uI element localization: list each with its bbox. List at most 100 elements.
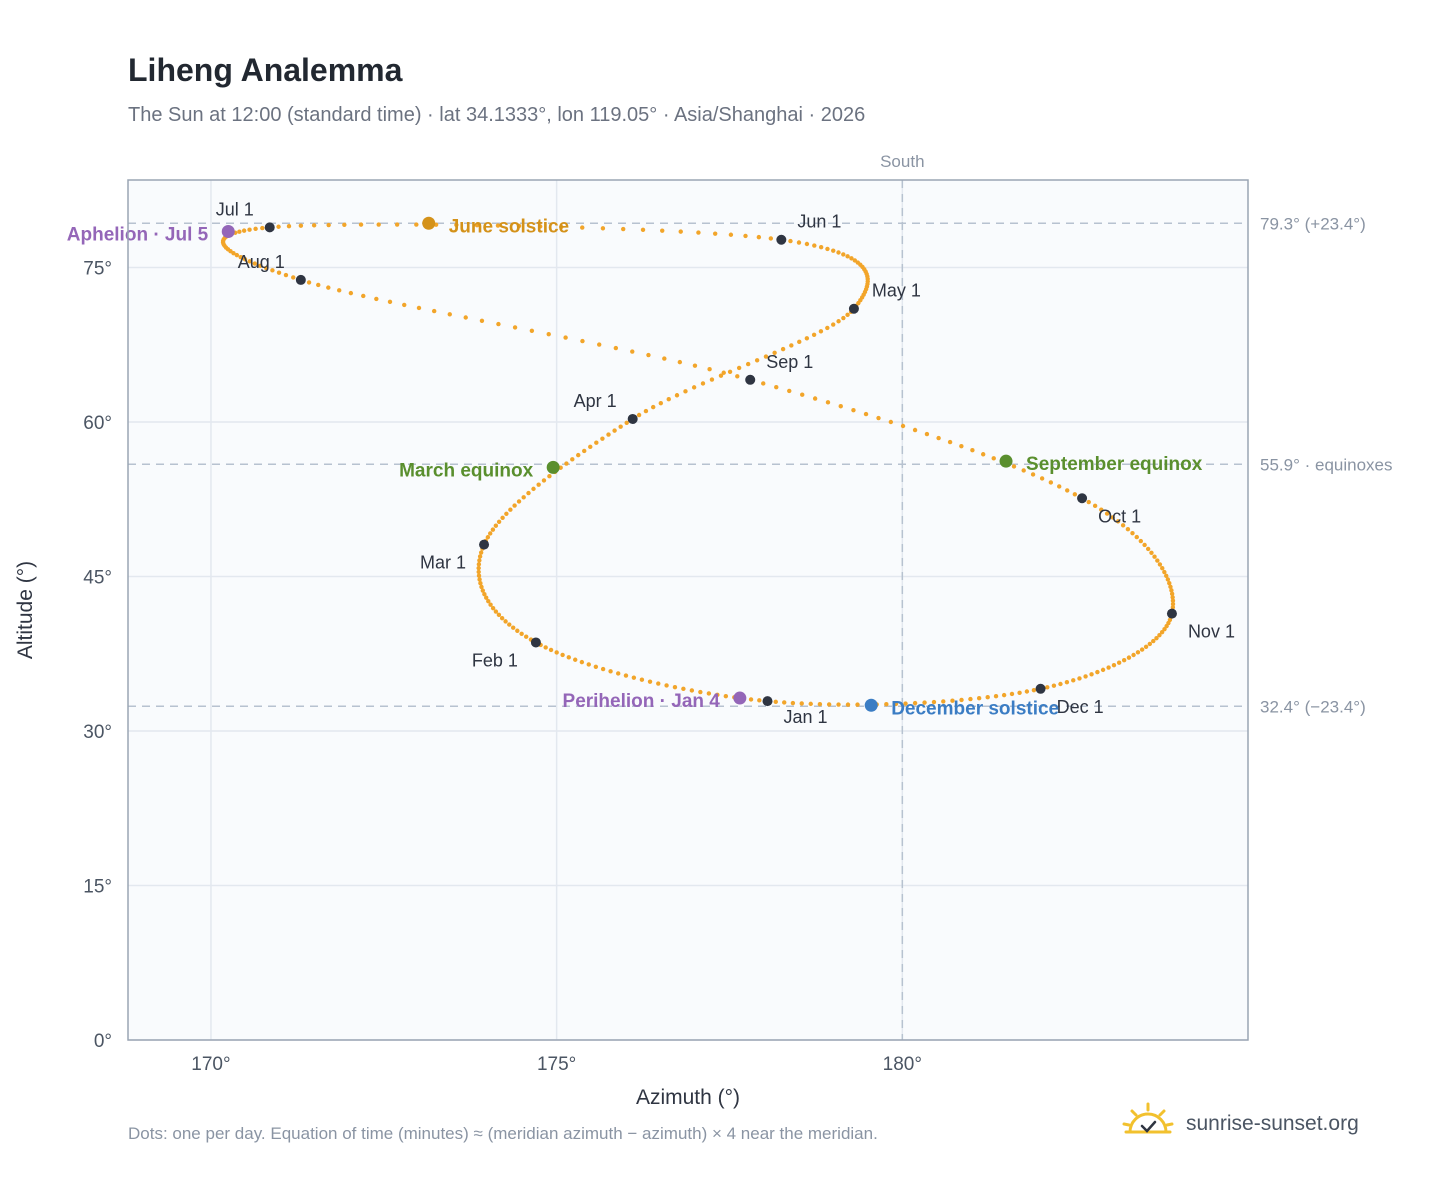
month-label: May 1 [872, 281, 921, 301]
day-dot [631, 675, 637, 680]
day-dot [851, 407, 856, 413]
day-dot [772, 350, 777, 356]
footnote: Dots: one per day. Equation of time (min… [128, 1124, 878, 1143]
day-dot [727, 369, 733, 374]
day-dot [1058, 681, 1063, 687]
day-dot [348, 290, 354, 296]
day-dot [1125, 527, 1131, 532]
day-dot [1135, 650, 1141, 655]
reference-label: 55.9° · equinoxes [1260, 455, 1393, 474]
day-dot [612, 428, 617, 433]
day-dot [486, 599, 491, 604]
day-dot [1131, 652, 1136, 658]
day-dot [326, 285, 331, 290]
month-marker [762, 696, 773, 707]
event-marker [999, 454, 1013, 468]
day-dot [804, 336, 810, 341]
day-dot [507, 622, 512, 627]
y-axis-label: Altitude (°) [14, 561, 37, 659]
day-dot [576, 452, 581, 458]
day-dot [959, 697, 964, 703]
day-dot [477, 577, 482, 582]
day-dot [503, 619, 508, 624]
day-dot [1120, 523, 1126, 528]
day-dot [237, 229, 242, 234]
day-dot [706, 691, 712, 696]
day-dot [936, 435, 941, 441]
day-dot [1089, 672, 1094, 677]
day-dot [234, 252, 240, 258]
day-dot [496, 519, 502, 524]
day-dot [485, 535, 491, 540]
day-dot [691, 385, 697, 390]
day-dot [639, 677, 645, 682]
day-dot [826, 702, 832, 707]
day-dot [800, 392, 805, 397]
day-dot [1162, 569, 1167, 575]
y-tick-label: 30° [83, 722, 112, 743]
day-dot [512, 503, 517, 508]
day-dot [600, 436, 605, 441]
day-dot [519, 631, 524, 636]
day-dot [700, 381, 706, 386]
day-dot [1154, 635, 1159, 641]
day-dot [490, 527, 496, 532]
day-dot [712, 231, 718, 236]
meridian-label: South [880, 152, 924, 171]
day-dot [1104, 511, 1110, 516]
day-dot [1169, 588, 1174, 593]
day-dot [476, 569, 481, 575]
day-dot [316, 282, 321, 288]
day-dot [855, 702, 860, 707]
day-dot [573, 657, 578, 662]
reference-label: 79.3° (+23.4°) [1260, 214, 1366, 233]
day-dot [512, 325, 518, 330]
day-dot [454, 222, 459, 228]
day-dot [743, 233, 748, 239]
day-dot [376, 222, 381, 227]
day-dot [782, 700, 787, 705]
day-dot [1126, 655, 1132, 660]
day-dot [286, 223, 292, 229]
day-dot [1051, 683, 1057, 688]
day-dot [1159, 630, 1165, 635]
day-dot [291, 275, 296, 280]
day-dot [479, 318, 485, 323]
day-dot [707, 367, 712, 372]
day-dot [959, 443, 964, 449]
day-dot [1110, 515, 1115, 520]
day-dot [1134, 534, 1139, 540]
day-dot [478, 580, 483, 586]
month-label: Jul 1 [216, 199, 254, 219]
event-label: June solstice [449, 216, 569, 237]
day-dot [1167, 580, 1172, 586]
day-dot [841, 315, 846, 321]
day-dot [698, 689, 703, 695]
day-dot [1149, 550, 1154, 556]
day-dot [480, 588, 486, 593]
event-label: March equinox [399, 460, 534, 481]
day-dot [1164, 573, 1169, 578]
day-dot [563, 335, 568, 340]
month-label: Jan 1 [784, 707, 828, 727]
day-dot [736, 365, 742, 371]
day-dot [841, 252, 846, 257]
day-dot [768, 236, 774, 241]
day-dot [516, 223, 522, 229]
day-dot [510, 625, 516, 630]
day-dot [970, 448, 975, 453]
day-dot [1155, 558, 1160, 563]
day-dot [804, 241, 810, 247]
day-dot [342, 222, 347, 227]
day-dot [326, 222, 331, 228]
day-dot [672, 684, 678, 690]
month-label: Nov 1 [1188, 622, 1235, 642]
brand[interactable]: sunrise-sunset.org [1122, 1102, 1359, 1144]
day-dot [242, 257, 248, 262]
day-dot [508, 507, 513, 512]
day-dot [566, 655, 571, 660]
brand-name[interactable]: sunrise-sunset.org [1186, 1112, 1359, 1135]
day-dot [564, 461, 569, 466]
day-dot [298, 223, 304, 228]
